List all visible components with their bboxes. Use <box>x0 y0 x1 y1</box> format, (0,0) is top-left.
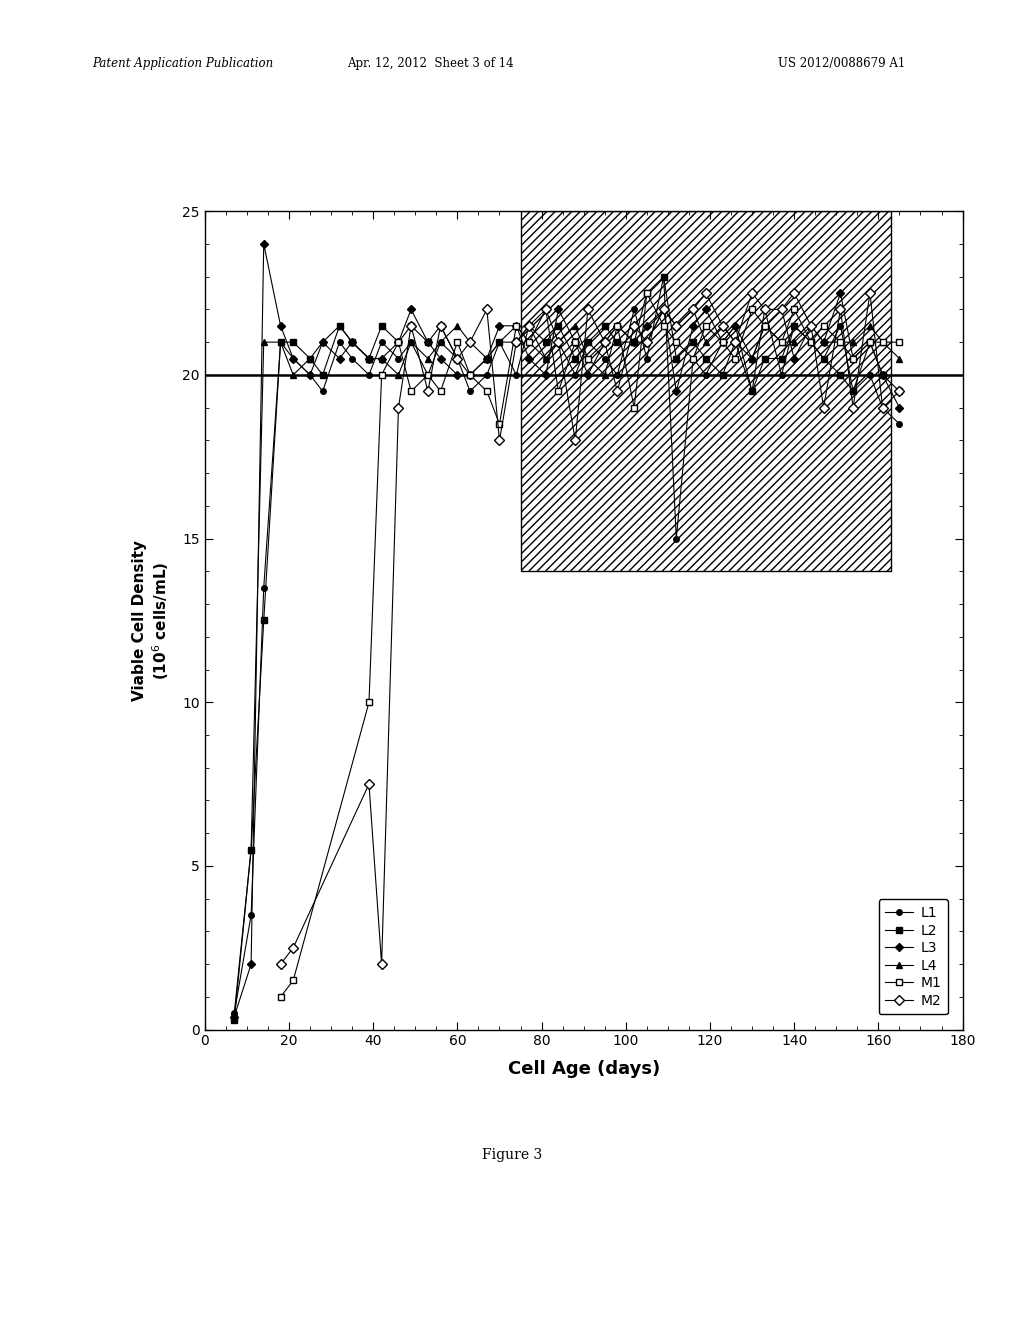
Legend: L1, L2, L3, L4, M1, M2: L1, L2, L3, L4, M1, M2 <box>879 899 948 1015</box>
Text: Figure 3: Figure 3 <box>482 1148 542 1162</box>
Text: US 2012/0088679 A1: US 2012/0088679 A1 <box>778 57 905 70</box>
X-axis label: Cell Age (days): Cell Age (days) <box>508 1060 659 1077</box>
Text: Patent Application Publication: Patent Application Publication <box>92 57 273 70</box>
Y-axis label: Viable Cell Density
(10$^6$ cells/mL): Viable Cell Density (10$^6$ cells/mL) <box>132 540 171 701</box>
Bar <box>520 211 891 572</box>
Text: Apr. 12, 2012  Sheet 3 of 14: Apr. 12, 2012 Sheet 3 of 14 <box>347 57 513 70</box>
